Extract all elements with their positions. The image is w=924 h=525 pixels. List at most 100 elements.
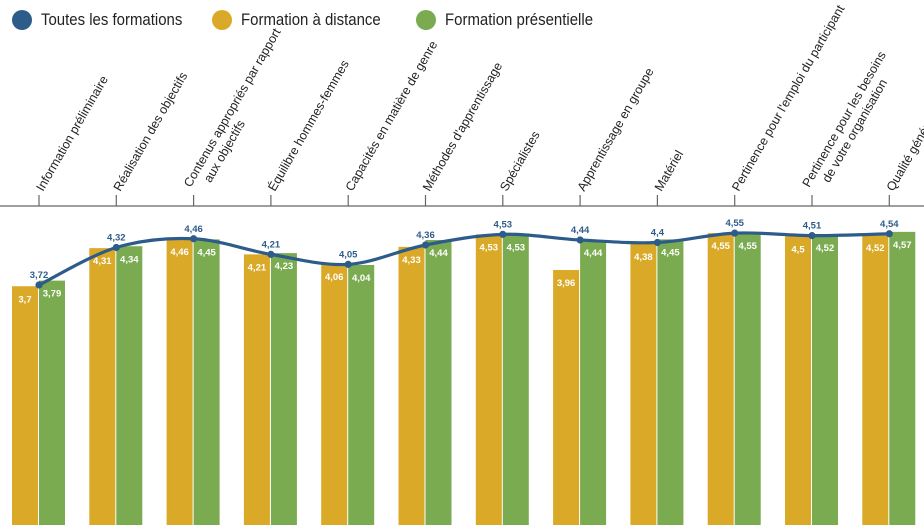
bar-distance bbox=[553, 270, 580, 525]
line-point bbox=[885, 230, 893, 238]
bar-value-label: 4,44 bbox=[429, 248, 448, 259]
category-label: Matériel bbox=[652, 148, 686, 194]
line-point bbox=[731, 229, 739, 237]
line-point bbox=[421, 241, 430, 249]
bar-presential bbox=[116, 246, 143, 525]
bar-value-label: 4,52 bbox=[866, 243, 885, 254]
line-value-label: 4,21 bbox=[262, 239, 281, 250]
category-label: Information préliminaire bbox=[33, 73, 110, 193]
bar-value-label: 4,31 bbox=[93, 256, 112, 267]
category-label: Capacités en matière de genre bbox=[343, 38, 441, 193]
bar-value-label: 4,33 bbox=[402, 255, 421, 266]
legend-label-distance: Formation à distance bbox=[241, 10, 381, 29]
legend-swatch-presential bbox=[416, 10, 436, 30]
line-value-label: 3,72 bbox=[30, 270, 49, 281]
bar-value-label: 4,5 bbox=[791, 244, 805, 255]
line-point bbox=[653, 238, 662, 247]
bar-distance bbox=[398, 246, 425, 525]
legend-label-presential: Formation présentielle bbox=[445, 10, 594, 29]
category-label-line: Spécialistes bbox=[497, 129, 542, 194]
legend-item-distance: Formation à distance bbox=[212, 10, 400, 30]
bar-distance bbox=[862, 235, 889, 525]
bar-presential bbox=[889, 231, 916, 525]
bar-distance bbox=[12, 286, 38, 525]
bar-distance bbox=[707, 233, 734, 525]
bar-value-label: 4,45 bbox=[661, 247, 680, 258]
line-point bbox=[576, 236, 584, 244]
category-label: Apprentissage en groupe bbox=[575, 65, 657, 193]
bar-value-label: 4,06 bbox=[325, 272, 344, 283]
line-value-label: 4,53 bbox=[494, 219, 513, 230]
bar-presential bbox=[657, 239, 684, 525]
line-point bbox=[267, 250, 275, 258]
bar-value-label: 4,55 bbox=[738, 241, 757, 252]
bar-value-label: 4,52 bbox=[816, 243, 835, 254]
category-label-line: Apprentissage en groupe bbox=[575, 65, 657, 193]
line-value-label: 4,55 bbox=[725, 218, 744, 229]
category-label: Réalisation des objectifs bbox=[111, 70, 191, 194]
bar-distance bbox=[89, 248, 116, 525]
line-value-label: 4,51 bbox=[803, 221, 822, 232]
bar-distance bbox=[243, 254, 270, 525]
category-label-line: Contenus appropriés par rapport bbox=[181, 26, 284, 190]
bar-distance bbox=[630, 243, 657, 525]
legend-swatch-all bbox=[12, 10, 32, 30]
category-label-line: Matériel bbox=[652, 148, 686, 194]
legend-item-presential: Formation présentielle bbox=[416, 10, 613, 30]
bar-value-label: 4,57 bbox=[893, 240, 912, 251]
bar-distance bbox=[785, 236, 811, 525]
line-value-label: 4,44 bbox=[571, 225, 590, 236]
legend-swatch-distance bbox=[212, 10, 232, 30]
legend-label-all: Toutes les formations bbox=[41, 10, 183, 29]
line-point bbox=[808, 232, 816, 240]
bar-distance bbox=[166, 238, 193, 525]
line-value-label: 4,54 bbox=[880, 219, 899, 230]
bar-value-label: 4,21 bbox=[248, 262, 267, 273]
category-label: Spécialistes bbox=[497, 129, 542, 194]
bar-presential bbox=[812, 235, 838, 525]
bar-value-label: 4,44 bbox=[584, 248, 603, 259]
line-point bbox=[499, 230, 507, 238]
category-label: Méthodes d'apprentissage bbox=[420, 60, 505, 194]
bar-presential bbox=[348, 265, 375, 525]
bar-value-label: 4,38 bbox=[634, 252, 653, 263]
bar-presential bbox=[39, 280, 65, 525]
bar-distance bbox=[321, 263, 348, 525]
line-point bbox=[344, 260, 352, 268]
line-point bbox=[35, 281, 43, 289]
bar-value-label: 4,46 bbox=[170, 247, 189, 258]
line-all-trainings bbox=[38, 231, 890, 287]
legend-item-all: Toutes les formations bbox=[12, 10, 202, 30]
bar-value-label: 4,34 bbox=[120, 254, 139, 265]
bar-value-label: 4,53 bbox=[480, 242, 499, 253]
bar-presential bbox=[502, 234, 529, 525]
category-label: Qualité générale bbox=[884, 107, 924, 193]
line-value-label: 4,4 bbox=[651, 228, 665, 239]
category-label-line: Qualité générale bbox=[884, 107, 924, 193]
bar-presential bbox=[580, 240, 607, 525]
bar-distance bbox=[475, 234, 502, 525]
line-value-label: 4,36 bbox=[416, 230, 435, 241]
bar-presential bbox=[734, 233, 761, 525]
bar-value-label: 4,45 bbox=[197, 247, 216, 258]
line-point bbox=[190, 235, 198, 243]
category-label-line: Réalisation des objectifs bbox=[111, 70, 191, 194]
line-value-label: 4,46 bbox=[184, 224, 203, 235]
bar-value-label: 4,55 bbox=[711, 241, 730, 252]
category-label: Équilibre hommes-femmes bbox=[265, 57, 352, 193]
category-label-line: Méthodes d'apprentissage bbox=[420, 60, 505, 194]
category-label-line: Équilibre hommes-femmes bbox=[265, 57, 352, 193]
category-label: Pertinence pour les besoinsde votre orga… bbox=[800, 49, 902, 197]
category-label-line: Capacités en matière de genre bbox=[343, 38, 441, 193]
bar-value-label: 4,23 bbox=[275, 261, 294, 272]
bar-value-label: 3,96 bbox=[557, 278, 576, 289]
legend: Toutes les formations Formation à distan… bbox=[0, 8, 924, 36]
bar-presential bbox=[425, 240, 452, 525]
category-label-line: Pertinence pour les besoins bbox=[800, 49, 889, 190]
bar-value-label: 3,79 bbox=[43, 289, 62, 300]
line-value-label: 4,32 bbox=[107, 233, 126, 244]
line-point bbox=[112, 243, 120, 252]
category-label-line: Information préliminaire bbox=[33, 73, 110, 193]
